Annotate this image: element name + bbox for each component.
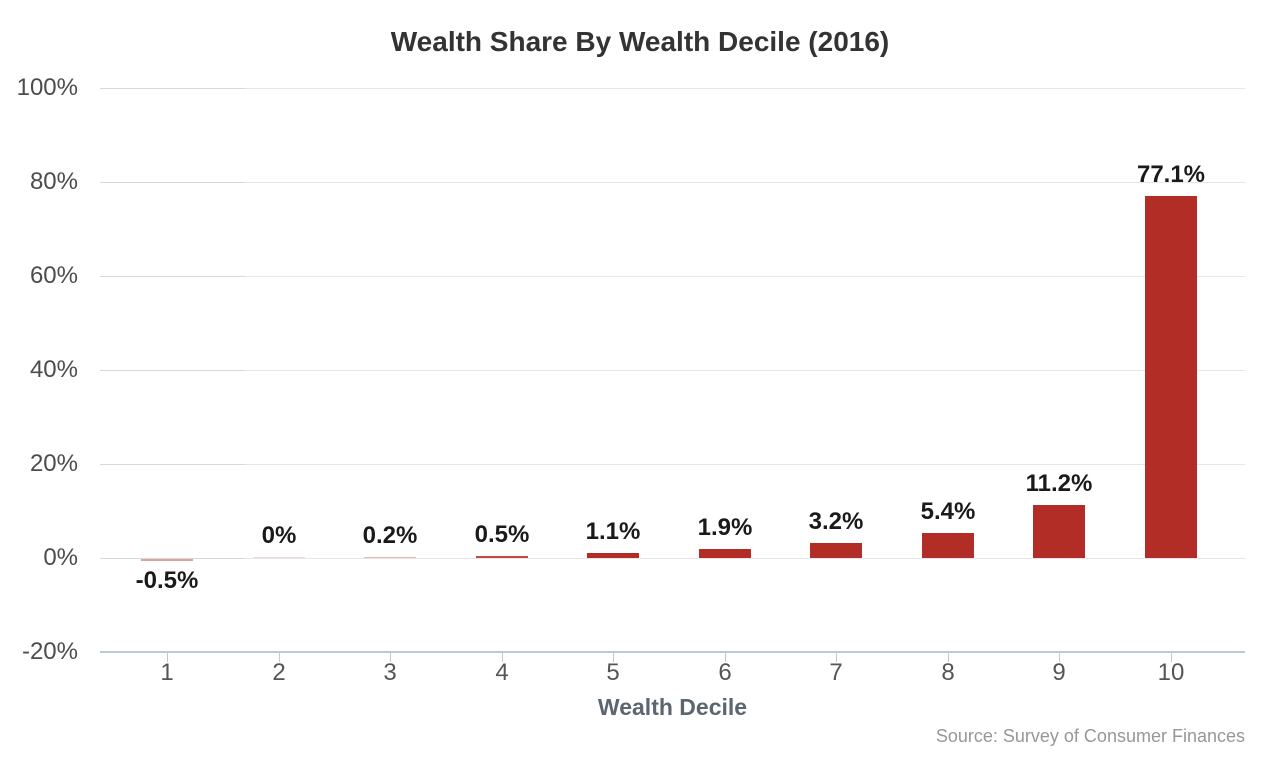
x-axis-line (100, 651, 1245, 653)
bar-value-label: -0.5% (135, 567, 199, 594)
bar-value-label: 1.1% (585, 518, 641, 545)
bar-value-label: 0.2% (362, 522, 418, 549)
gridline (100, 182, 1245, 183)
bar-decile-10 (1145, 196, 1197, 558)
y-axis-tick-label: 100% (16, 74, 78, 101)
y-axis-tick-label: 40% (29, 356, 78, 383)
x-axis-tick-label: 4 (495, 659, 509, 686)
x-axis-tick-mark (502, 653, 503, 662)
bar-value-label: 0.5% (474, 521, 530, 548)
x-axis-tick-mark (1059, 653, 1060, 662)
bar-value-label: 11.2% (1025, 470, 1093, 497)
y-axis-tick-label: 0% (43, 544, 78, 571)
x-axis-tick-label: 8 (941, 659, 955, 686)
gridline (100, 464, 1245, 465)
x-axis-tick-label: 1 (160, 659, 174, 686)
gridline (100, 276, 1245, 277)
bar-decile-1 (141, 559, 193, 561)
bar-decile-5 (587, 553, 639, 558)
x-axis-tick-mark (279, 653, 280, 662)
x-axis-tick-label: 5 (606, 659, 620, 686)
x-axis-tick-mark (948, 653, 949, 662)
x-axis-tick-mark (836, 653, 837, 662)
bar-value-label: 3.2% (808, 508, 864, 535)
bar-decile-3 (364, 557, 416, 558)
x-axis-tick-mark (725, 653, 726, 662)
y-axis-tick-label: -20% (21, 638, 78, 665)
bar-decile-8 (922, 533, 974, 558)
bar-value-label: 0% (261, 522, 297, 549)
x-axis-tick-mark (1171, 653, 1172, 662)
y-axis-tick-label: 60% (29, 262, 78, 289)
y-axis-tick-label: 80% (29, 168, 78, 195)
x-axis-tick-label: 3 (383, 659, 397, 686)
x-axis-title: Wealth Decile (597, 694, 748, 720)
plot-area (100, 88, 1245, 652)
x-axis-tick-mark (390, 653, 391, 662)
x-axis-tick-label: 6 (718, 659, 732, 686)
x-axis-tick-label: 9 (1052, 659, 1066, 686)
bar-value-label: 5.4% (920, 498, 976, 525)
bar-decile-4 (476, 556, 528, 558)
gridline (100, 88, 1245, 89)
bar-decile-6 (699, 549, 751, 558)
bar-decile-7 (810, 543, 862, 558)
x-axis-tick-label: 2 (272, 659, 286, 686)
x-axis-tick-mark (613, 653, 614, 662)
bar-decile-9 (1033, 505, 1085, 558)
y-axis-tick-label: 20% (29, 450, 78, 477)
bar-value-label: 77.1% (1136, 161, 1206, 188)
x-axis-tick-label: 7 (829, 659, 843, 686)
gridline (100, 558, 1245, 559)
x-axis-tick-mark (167, 653, 168, 662)
source-note: Source: Survey of Consumer Finances (935, 726, 1245, 746)
x-axis-tick-label: 10 (1157, 659, 1185, 686)
bar-value-label: 1.9% (697, 514, 753, 541)
chart-title: Wealth Share By Wealth Decile (2016) (390, 26, 890, 57)
bar-decile-2 (253, 557, 305, 558)
gridline (100, 370, 1245, 371)
